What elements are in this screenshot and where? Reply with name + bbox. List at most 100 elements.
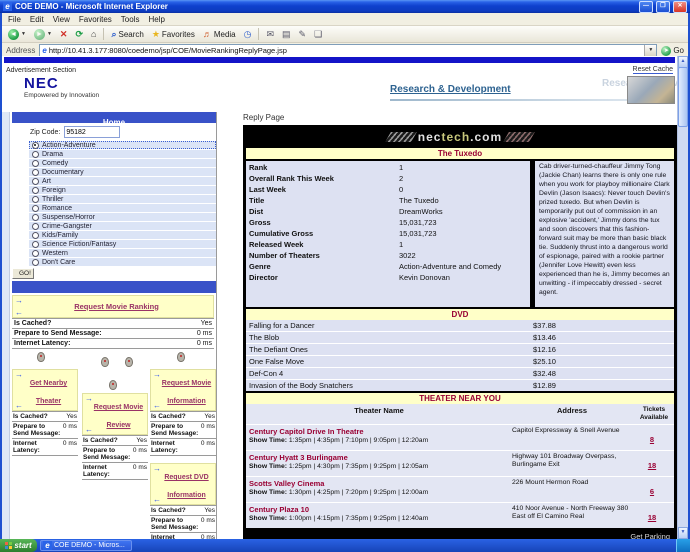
radio-icon[interactable] — [32, 159, 39, 167]
forward-dropdown-icon[interactable]: ▼ — [46, 31, 52, 37]
back-dropdown-icon[interactable]: ▼ — [21, 31, 26, 37]
menu-item[interactable]: Tools — [120, 14, 140, 24]
radio-icon[interactable] — [32, 168, 39, 176]
genre-option[interactable]: Documentary — [29, 168, 216, 176]
go-search-button[interactable]: GO! — [12, 268, 34, 279]
genre-option[interactable]: Thriller — [29, 195, 216, 203]
close-button[interactable]: ✕ — [673, 0, 687, 13]
genre-option[interactable]: Art — [29, 177, 216, 185]
reply-page-label: Reply Page — [243, 113, 285, 122]
media-button[interactable]: ♬ Media — [200, 27, 239, 41]
latency-value: 0 ms — [196, 340, 212, 347]
radio-icon[interactable] — [32, 222, 39, 230]
forward-button[interactable]: ► ▼ — [31, 27, 55, 41]
tickets-available-link[interactable]: 8 — [649, 434, 655, 444]
address-url[interactable]: http://10.41.3.177:8080/coedemo/jsp/COE/… — [48, 46, 287, 55]
stop-button[interactable]: ✕ — [57, 27, 71, 41]
showtimes: 1:30pm | 4:25pm | 7:20pm | 9:25pm | 12:0… — [288, 488, 429, 496]
get-parking-link[interactable]: Get Parking — [630, 531, 670, 539]
showtimes: 1:35pm | 4:35pm | 7:10pm | 9:05pm | 12:2… — [288, 436, 429, 444]
request-box-link[interactable]: Request DVD Information — [164, 474, 209, 499]
vertical-scrollbar[interactable]: ▲ ▼ — [677, 56, 688, 539]
tickets-available-link[interactable]: 18 — [647, 460, 657, 470]
radio-icon[interactable] — [32, 231, 39, 239]
nec-tagline: Empowered by Innovation — [24, 92, 100, 99]
home-link[interactable]: Home — [102, 118, 126, 127]
print-button[interactable]: ▤ — [279, 27, 294, 41]
genre-option[interactable]: Don't Care — [29, 258, 216, 266]
scrollbar-thumb[interactable] — [678, 67, 688, 127]
theater-row: Scotts Valley Cinema Show Time: 1:30pm |… — [246, 475, 674, 502]
radio-icon[interactable] — [32, 186, 39, 194]
genre-option[interactable]: Comedy — [29, 159, 216, 167]
rnd-header: Research & Development Research & Develo… — [390, 76, 688, 104]
mail-button[interactable]: ✉ — [263, 27, 277, 41]
radio-icon[interactable] — [32, 177, 39, 185]
genre-option[interactable]: Science Fiction/Fantasy — [29, 240, 216, 248]
menu-item[interactable]: Edit — [29, 14, 44, 24]
window-border-right — [688, 13, 690, 539]
genre-option[interactable]: Western — [29, 249, 216, 257]
radio-icon[interactable] — [32, 195, 39, 203]
radio-icon[interactable] — [32, 141, 39, 149]
radio-icon[interactable] — [32, 204, 39, 212]
genre-option[interactable]: Action-Adventure — [29, 141, 216, 149]
reset-cache-link[interactable]: Reset Cache — [632, 66, 673, 74]
detail-value: 2 — [399, 174, 404, 183]
detail-label: Rank — [249, 163, 268, 172]
menu-item[interactable]: File — [8, 14, 21, 24]
edit-button[interactable]: ✎ — [296, 27, 310, 41]
start-button[interactable]: start — [0, 539, 37, 552]
tickets-available-link[interactable]: 6 — [649, 486, 655, 496]
theater-address: Highway 101 Broadway Overpass, Burlingam… — [512, 452, 617, 469]
taskbar-window-button[interactable]: e COE DEMO - Micros... — [40, 540, 132, 551]
zipcode-input[interactable] — [64, 126, 121, 138]
discuss-button[interactable]: ❏ — [311, 27, 325, 41]
home-button[interactable]: ⌂ — [88, 27, 99, 41]
genre-label: Action-Adventure — [42, 141, 96, 149]
favorites-button[interactable]: ★ Favorites — [149, 27, 198, 41]
radio-icon[interactable] — [32, 150, 39, 158]
radio-icon[interactable] — [32, 240, 39, 248]
genre-option[interactable]: Crime-Gangster — [29, 222, 216, 230]
radio-icon[interactable] — [32, 258, 39, 266]
genre-option[interactable]: Kids/Family — [29, 231, 216, 239]
main-content: Reply Page nectech.com The Tuxedo — [217, 112, 677, 539]
showtime-label: Show Time: — [249, 514, 288, 522]
dvd-price: $32.48 — [533, 369, 556, 378]
scroll-down-icon[interactable]: ▼ — [678, 527, 688, 539]
genre-option[interactable]: Romance — [29, 204, 216, 212]
request-box: Get Nearby Theater — [12, 369, 78, 411]
stop-icon: ✕ — [59, 28, 68, 39]
search-button[interactable]: ⌕ Search — [108, 27, 146, 41]
refresh-button[interactable]: ⟳ — [72, 27, 86, 41]
latency-value: 0 ms — [62, 440, 77, 447]
theater-address: 410 Noor Avenue - North Freeway 380 East… — [512, 504, 629, 521]
request-box-link[interactable]: Request Movie Review — [93, 404, 144, 429]
request-box-link[interactable]: Get Nearby Theater — [29, 380, 68, 405]
menu-item[interactable]: View — [52, 14, 70, 24]
zipcode-label: Zip Code: — [30, 128, 61, 136]
detail-row: Title The Tuxedo — [246, 195, 530, 206]
request-movie-ranking-link[interactable]: Request Movie Ranking — [74, 301, 159, 311]
mouse-icon — [108, 380, 117, 391]
radio-icon[interactable] — [32, 213, 39, 221]
history-icon: ◷ — [243, 28, 252, 39]
history-button[interactable]: ◷ — [241, 27, 255, 41]
back-button[interactable]: ◄ ▼ — [5, 27, 29, 41]
go-button[interactable]: ➤ Go — [661, 45, 684, 56]
minimize-button[interactable]: — — [639, 0, 653, 13]
menu-item[interactable]: Help — [148, 14, 165, 24]
radio-icon[interactable] — [32, 249, 39, 257]
request-box-link[interactable]: Request Movie Information — [161, 380, 212, 405]
genre-option[interactable]: Drama — [29, 150, 216, 158]
address-dropdown-icon[interactable]: ▼ — [644, 45, 657, 56]
genre-option[interactable]: Suspense/Horror — [29, 213, 216, 221]
genre-option[interactable]: Foreign — [29, 186, 216, 194]
showtime-label: Show Time: — [249, 462, 288, 470]
prepare-value: 0 ms — [200, 517, 215, 524]
maximize-button[interactable]: ❐ — [656, 0, 670, 13]
menu-item[interactable]: Favorites — [78, 14, 112, 24]
is-cached-label: Is Cached? — [14, 320, 52, 327]
tickets-available-link[interactable]: 18 — [647, 512, 657, 522]
